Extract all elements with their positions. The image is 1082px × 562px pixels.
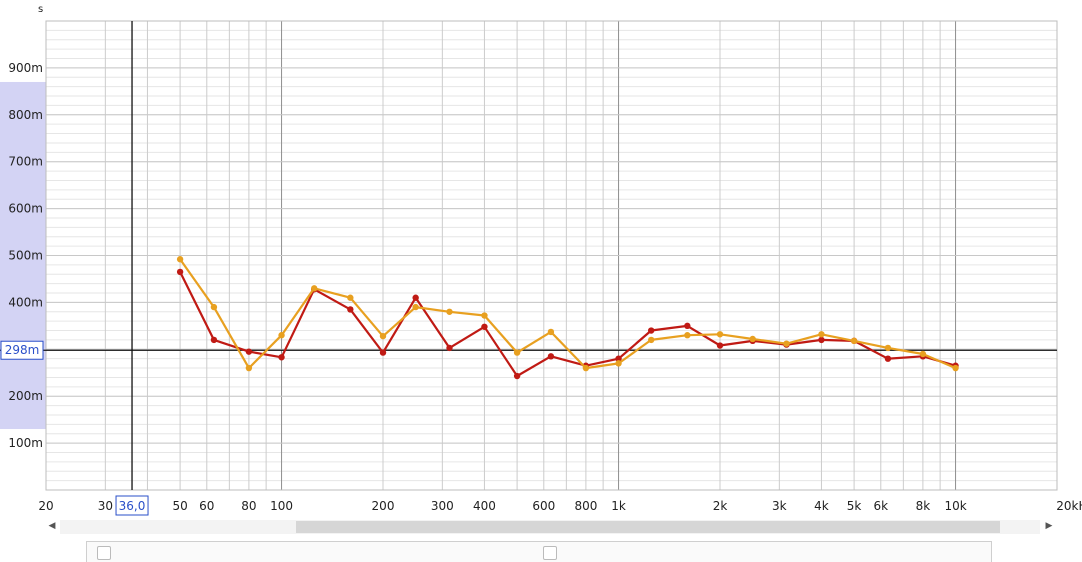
rt60-chart: 100m 200m 400m 500m 600m 700m 800m 900m 20 30 50 6… [0, 4, 1082, 516]
series-2-point [547, 328, 555, 336]
y-tick-label: 400m [8, 295, 43, 309]
x-tick-label: 80 [241, 499, 256, 513]
x-tick-label: 10k [944, 499, 966, 513]
y-tick-label: 600m [8, 202, 43, 216]
x-tick-label: 400 [473, 499, 496, 513]
series-1-point [513, 372, 521, 380]
series-2-point [684, 332, 691, 339]
y-unit-label: s [38, 4, 43, 15]
y-tick-label: 200m [8, 389, 43, 403]
series-2-point [278, 332, 285, 339]
x-tick-label: 800 [574, 499, 597, 513]
series-1-point [716, 342, 724, 349]
series-1-point [278, 354, 285, 361]
x-tick-label: 100 [270, 499, 293, 513]
y-axis: 100m 200m 400m 500m 600m 700m 800m 900m [8, 61, 43, 450]
series-2-point [615, 360, 622, 367]
series-2-point [582, 364, 590, 372]
y-tick-label: 800m [8, 108, 43, 122]
x-tick-label: 60 [199, 499, 214, 513]
x-tick-label: 3k [772, 499, 787, 513]
series-1-point [818, 336, 825, 344]
series-checkbox-2[interactable] [543, 546, 557, 560]
series-line-1 [179, 271, 956, 378]
series-1-point [176, 268, 184, 276]
x-tick-label: 50 [172, 499, 187, 513]
x-tick-label: 2k [713, 499, 728, 513]
series-2-point [850, 337, 858, 345]
series-1-point [615, 355, 622, 362]
series-1-point [446, 344, 453, 352]
y-tick-label: 100m [8, 436, 43, 450]
series-1-point [884, 355, 892, 362]
x-tick-label: 8k [916, 499, 931, 513]
series-2-point [481, 312, 488, 319]
series-2-point [648, 336, 655, 344]
series-1-point [245, 348, 253, 355]
x-tick-label: 200 [372, 499, 395, 513]
x-tick-label: 1k [611, 499, 626, 513]
series-1-point [210, 336, 218, 344]
cursor-y-readout-box [0, 340, 44, 360]
cursor-x-readout: 36,0 [119, 499, 146, 513]
x-tick-label: 300 [431, 499, 454, 513]
major-gridlines [46, 20, 1057, 490]
series-2-point [412, 303, 419, 311]
series-line-2 [179, 258, 957, 370]
series-2-point [919, 350, 927, 358]
series-1-point [481, 323, 488, 330]
plot-frame [45, 20, 1058, 491]
series-2-point [379, 332, 387, 340]
series-2-point [716, 331, 724, 338]
x-tick-label: 30 [98, 499, 113, 513]
series-2-point [446, 308, 453, 315]
series-1-point [347, 306, 354, 313]
series-2-point [783, 340, 790, 347]
series-2-point [818, 331, 825, 338]
series-1-point [379, 349, 387, 356]
series-2-point [176, 256, 184, 263]
crosshair-cursor[interactable]: 298m 36,0 [0, 21, 1057, 516]
series-2-point [210, 303, 218, 311]
series-2-point [952, 364, 959, 372]
scroll-right-icon[interactable]: ▶ [1045, 521, 1053, 531]
horizontal-scrollbar[interactable] [60, 520, 1040, 534]
x-axis: 20 30 50 60 80 100 200 300 400 600 800 1k 2k 3k 4k 5k 6k… [38, 499, 1082, 513]
series-2-point [245, 364, 253, 372]
x-tick-label: 4k [814, 499, 829, 513]
series-2-point [884, 344, 892, 352]
y-tick-label: 900m [8, 61, 43, 75]
y-tick-label: 700m [8, 155, 43, 169]
y-tick-label: 500m [8, 249, 43, 263]
y-range-highlight [0, 81, 46, 430]
cursor-y-readout: 298m [5, 343, 40, 357]
x-tick-label: 5k [847, 499, 862, 513]
series-2-point [347, 294, 354, 301]
series-checkbox-1[interactable] [97, 546, 111, 560]
series-1-point [412, 294, 419, 301]
chart-svg: 100m 200m 400m 500m 600m 700m 800m 900m 20 30 50 6… [0, 4, 1082, 516]
scroll-left-icon[interactable]: ◀ [48, 521, 56, 531]
cursor-x-readout-box [115, 495, 149, 516]
series-2-point [513, 349, 521, 356]
series-2-point [749, 335, 756, 343]
x-tick-label: 600 [532, 499, 555, 513]
series-2-point [311, 285, 318, 292]
x-tick-label: 20kHz [1056, 499, 1082, 513]
x-tick-label: 20 [38, 499, 53, 513]
scrollbar-thumb[interactable] [296, 521, 1000, 533]
series-1-point [547, 353, 555, 360]
series-1-point [684, 322, 691, 330]
x-tick-label: 6k [873, 499, 888, 513]
series-1-point [648, 327, 655, 334]
series-layer [176, 256, 959, 380]
legend-panel [86, 541, 992, 562]
